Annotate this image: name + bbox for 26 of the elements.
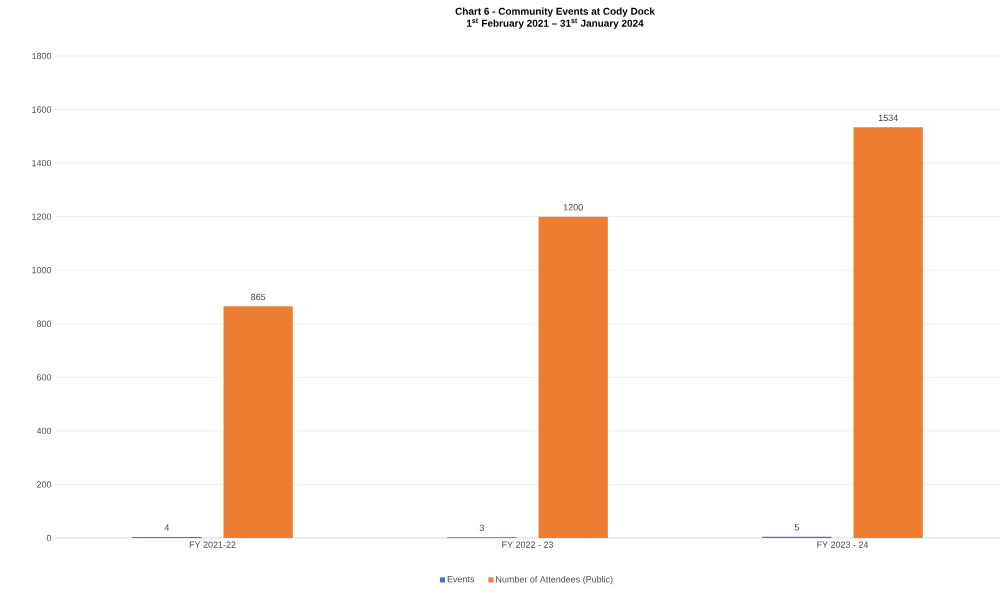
data-label: 865 <box>251 293 266 301</box>
bar <box>223 306 293 538</box>
y-tick-label: 1200 <box>32 213 52 220</box>
y-tick-label: 200 <box>36 481 52 488</box>
y-tick-label: 1000 <box>32 267 52 274</box>
y-tick-label: 600 <box>36 374 52 381</box>
y-tick-label: 1800 <box>32 52 52 60</box>
x-tick-label: FY 2022 - 23 <box>502 541 554 548</box>
data-label: 1534 <box>878 114 898 122</box>
legend-label: Events <box>447 576 475 583</box>
legend-label: Number of Attendees (Public) <box>496 575 613 585</box>
x-tick-label: FY 2023 - 24 <box>817 541 869 548</box>
data-label: 5 <box>794 524 799 531</box>
bar <box>538 216 608 538</box>
data-label: 3 <box>479 524 484 531</box>
data-label: 1200 <box>563 204 583 211</box>
y-tick-label: 400 <box>36 427 52 435</box>
bar <box>853 127 923 538</box>
chart-subtitle: 1$^{st}$ February 2021 – 31$^{st}$ January 2024 <box>466 18 644 29</box>
y-tick-label: 1400 <box>32 159 52 167</box>
y-tick-label: 1600 <box>32 106 52 113</box>
data-label: 4 <box>164 524 170 531</box>
x-tick-label: FY 2021-22 <box>189 541 236 548</box>
y-tick-label: 0 <box>46 534 52 542</box>
chart-title: Chart 6 - Community Events at Cody Dock <box>455 7 655 17</box>
y-tick-label: 800 <box>36 320 52 327</box>
